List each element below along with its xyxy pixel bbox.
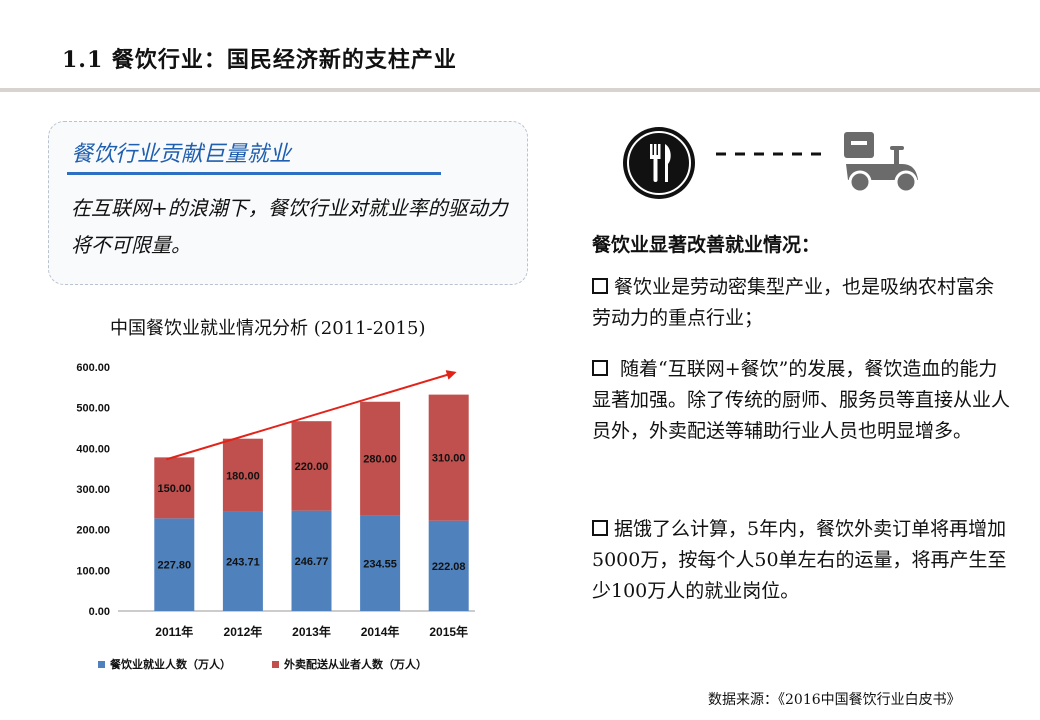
fork-knife-icon [623, 127, 695, 199]
callout-body: 在互联网+的浪潮下，餐饮行业对就业率的驱动力将不可限量。 [71, 196, 508, 257]
callout-box: 餐饮行业贡献巨量就业 在互联网+的浪潮下，餐饮行业对就业率的驱动力将不可限量。 [48, 121, 528, 285]
y-tick-label: 600.00 [76, 362, 110, 374]
y-tick-label: 500.00 [76, 403, 110, 415]
data-source: 数据来源：《2016中国餐饮行业白皮书》 [708, 692, 961, 708]
bar-segment [291, 421, 332, 511]
bar-segment [360, 515, 401, 611]
finding-text-1: 餐饮业是劳动密集型产业，也是吸纳农村富余劳动力的重点行业； [592, 276, 995, 329]
finding-text-2: 随着“互联网+餐饮”的发展，餐饮造血的能力显著加强。除了传统的厨师、服务员等直接… [592, 358, 1011, 442]
bar-segment [154, 518, 195, 611]
data-label: 150.00 [157, 483, 191, 495]
x-tick-label: 2014年 [361, 624, 400, 639]
y-tick-label: 300.00 [76, 484, 110, 496]
bar-segment [222, 438, 263, 512]
legend-employment: 餐饮业就业人数（万人） [98, 656, 231, 672]
data-label: 246.77 [295, 556, 329, 568]
finding-item-1: 餐饮业是劳动密集型产业，也是吸纳农村富余劳动力的重点行业； [592, 272, 1012, 334]
x-tick-label: 2013年 [292, 624, 331, 639]
findings-heading: 餐饮业显著改善就业情况： [592, 234, 821, 256]
dashed-connector [716, 152, 827, 156]
callout-underline [67, 172, 441, 175]
legend-swatch-delivery [272, 660, 279, 668]
checkbox-square-icon [592, 520, 608, 536]
callout-heading: 餐饮行业贡献巨量就业 [71, 142, 292, 167]
data-label: 243.71 [226, 556, 260, 568]
legend-swatch-employment [98, 660, 105, 668]
finding-item-3: 据饿了么计算，5年内，餐饮外卖订单将再增加5000万，按每个人50单左右的运量，… [592, 514, 1012, 607]
title-divider [0, 88, 1040, 92]
finding-item-2: 随着“互联网+餐饮”的发展，餐饮造血的能力显著加强。除了传统的厨师、服务员等直接… [592, 354, 1012, 447]
y-tick-label: 400.00 [76, 443, 110, 455]
x-tick-label: 2011年 [155, 624, 193, 639]
x-tick-label: 2012年 [224, 624, 263, 639]
legend-label-employment: 餐饮业就业人数（万人） [110, 658, 231, 671]
legend-delivery: 外卖配送从业者人数（万人） [272, 656, 427, 672]
data-label: 220.00 [295, 461, 329, 473]
bar-segment [154, 457, 195, 519]
bar-segment [291, 510, 332, 611]
chart-title: 中国餐饮业就业情况分析 (2011-2015) [110, 318, 426, 339]
data-label: 227.80 [157, 560, 191, 572]
checkbox-square-icon [592, 278, 608, 294]
bar-segment [360, 401, 401, 516]
bar-segment [222, 511, 263, 611]
y-tick-label: 0.00 [89, 606, 110, 618]
delivery-scooter-icon [844, 132, 918, 194]
checkbox-square-icon [592, 360, 608, 376]
y-tick-label: 200.00 [76, 525, 110, 537]
bar-segment [428, 520, 469, 611]
data-label: 280.00 [363, 454, 397, 466]
data-label: 222.08 [432, 561, 466, 573]
data-label: 310.00 [432, 453, 466, 465]
y-tick-label: 100.00 [76, 565, 110, 577]
stacked-bar-chart: 0.00 100.00 200.00 300.00 400.00 500.00 600.00… [76, 362, 475, 639]
data-label: 234.55 [363, 558, 397, 570]
legend-label-delivery: 外卖配送从业者人数（万人） [284, 658, 427, 671]
data-label: 180.00 [226, 470, 260, 482]
page-title: 1.1 餐饮行业：国民经济新的支柱产业 [62, 47, 457, 73]
bar-segment [428, 394, 469, 521]
x-tick-label: 2015年 [429, 624, 468, 639]
finding-text-3: 据饿了么计算，5年内，餐饮外卖订单将再增加5000万，按每个人50单左右的运量，… [592, 518, 1007, 602]
trend-arrow [166, 370, 457, 461]
